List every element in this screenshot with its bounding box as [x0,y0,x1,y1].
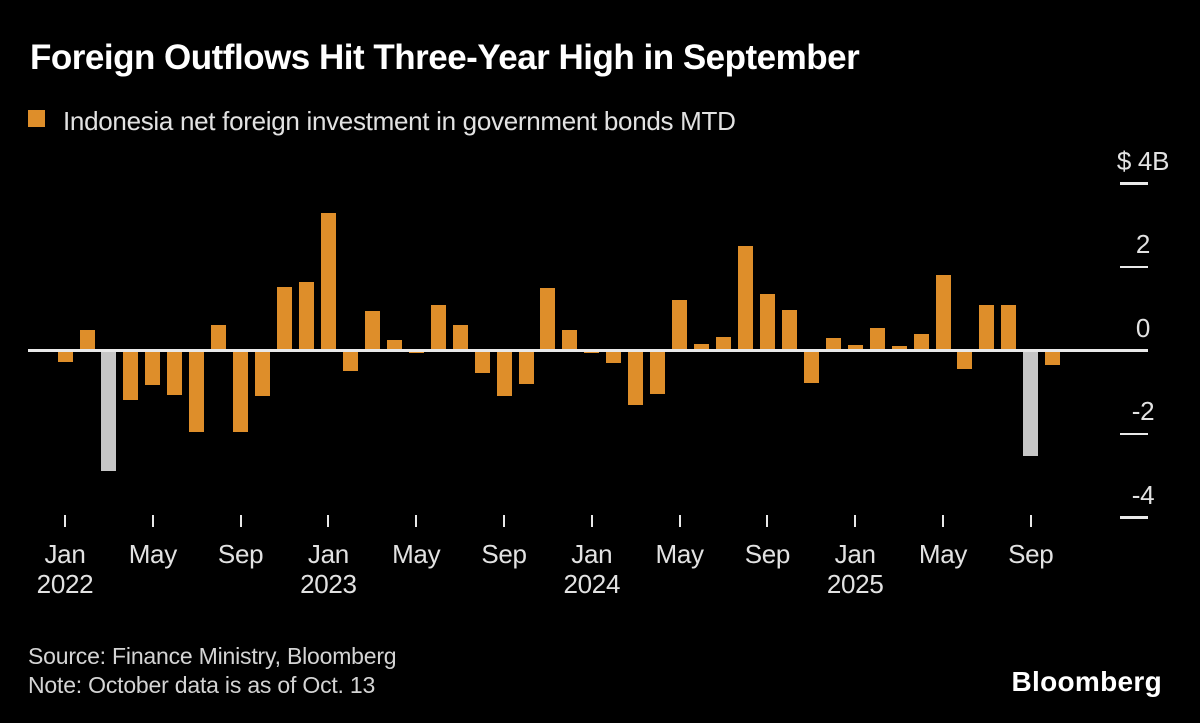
x-axis-month-label: Sep [481,539,527,569]
bar-jan-2025 [847,345,863,351]
bar-jul-2024 [716,336,731,351]
x-axis-month-label: May [918,539,968,569]
bar-nov-2023 [540,288,556,351]
bar-mar-2023 [364,310,380,351]
bar-aug-2025 [1001,304,1017,351]
y-axis-tick--4 [1120,516,1148,519]
x-axis-year-label: 2024 [563,569,621,599]
y-axis-tick-2 [1120,265,1148,269]
note-label: Note: October data is as of Oct. 13 [28,672,376,698]
bar-oct-2023 [518,350,534,385]
highlighted-bar-sep-2025 [1023,350,1039,457]
bar-oct-2024 [781,310,797,351]
bar-jan-2024 [584,350,600,354]
highlighted-bar-mar-2022 [101,350,117,471]
zero-axis-line [28,349,1148,352]
bar-oct-2025 [1045,350,1061,366]
x-axis-tick-jan-2024 [590,515,593,527]
bar-sep-2023 [496,350,512,396]
y-axis-label-2: 2 [1135,229,1151,259]
bar-feb-2023 [342,350,358,371]
bar-jun-2025 [957,350,973,369]
bar-may-2022 [145,350,161,386]
x-axis-year-label: 2025 [826,569,884,599]
y-axis-label-0: 0 [1135,312,1151,343]
x-axis-year-label: 2022 [36,569,94,599]
bar-apr-2025 [913,334,929,351]
x-axis-year-label: 2023 [300,569,357,599]
bar-apr-2024 [650,350,666,395]
bar-jun-2022 [167,350,183,396]
bar-dec-2024 [825,338,841,351]
y-axis-tick--4b [1120,182,1148,185]
bar-apr-2022 [123,350,139,400]
x-axis-month-label: Jan [307,539,349,569]
y-axis-label--4: -4 [1131,479,1155,510]
bar-jun-2024 [694,344,709,351]
bar-jan-2023 [320,213,336,351]
bar-jul-2025 [979,304,995,351]
bar-jun-2023 [430,304,446,351]
bar-sep-2022 [233,350,249,433]
bar-mar-2024 [628,350,644,406]
y-axis-tick--2 [1120,432,1148,436]
bar-mar-2025 [891,345,907,351]
bar-jul-2022 [189,350,205,432]
bar-dec-2023 [562,329,578,351]
x-axis-tick-jan-2025 [854,515,857,527]
bar-feb-2024 [606,350,622,363]
bar-feb-2025 [869,327,885,351]
legend: Indonesia net foreign investment in gove… [28,106,736,137]
bar-jul-2023 [452,324,468,351]
bar-jan-2022 [57,350,73,362]
legend-swatch [28,110,45,127]
x-axis-tick-jan-2023 [327,515,330,527]
bar-nov-2024 [803,350,819,384]
x-axis-tick-sep-5 [503,515,505,527]
bar-may-2024 [672,300,688,351]
legend-label: Indonesia net foreign investment in gove… [63,106,736,136]
bar-nov-2022 [277,287,292,351]
x-axis-tick-sep-8 [766,515,769,527]
x-axis-tick-sep-2 [239,515,242,527]
bar-apr-2023 [386,339,402,351]
bar-may-2025 [935,274,951,351]
y-axis-label--4b: $ 4B [1116,145,1170,176]
x-axis-tick-jan-2022 [64,515,66,527]
bar-feb-2022 [79,329,95,351]
chart-title: Foreign Outflows Hit Three-Year High in … [30,38,860,77]
bloomberg-logo: Bloomberg [1011,666,1162,697]
x-axis-month-label: Jan [44,539,86,569]
x-axis-tick-may-1 [151,515,154,527]
x-axis-month-label: Sep [744,539,791,569]
x-axis-tick-sep-11 [1029,515,1032,527]
bar-sep-2024 [759,293,775,351]
x-axis-month-label: May [655,539,704,569]
x-axis-month-label: Jan [571,539,613,569]
x-axis-tick-may-10 [942,515,944,527]
x-axis-month-label: Jan [834,539,876,569]
bar-aug-2022 [211,325,227,351]
x-axis-tick-may-4 [415,515,418,527]
x-axis-month-label: May [392,539,441,569]
source-label: Source: Finance Ministry, Bloomberg [28,643,397,669]
x-axis-month-label: May [128,539,178,569]
bar-aug-2023 [474,350,490,373]
bar-oct-2022 [255,350,270,397]
footer: Source: Finance Ministry, Bloomberg Note… [28,642,397,700]
x-axis-tick-may-7 [678,515,681,527]
bar-aug-2024 [737,246,753,351]
bar-may-2023 [408,350,424,354]
x-axis-month-label: Sep [217,539,264,569]
x-axis-month-label: Sep [1008,539,1054,569]
y-axis-label--2: -2 [1131,396,1155,426]
bar-dec-2022 [298,282,314,351]
